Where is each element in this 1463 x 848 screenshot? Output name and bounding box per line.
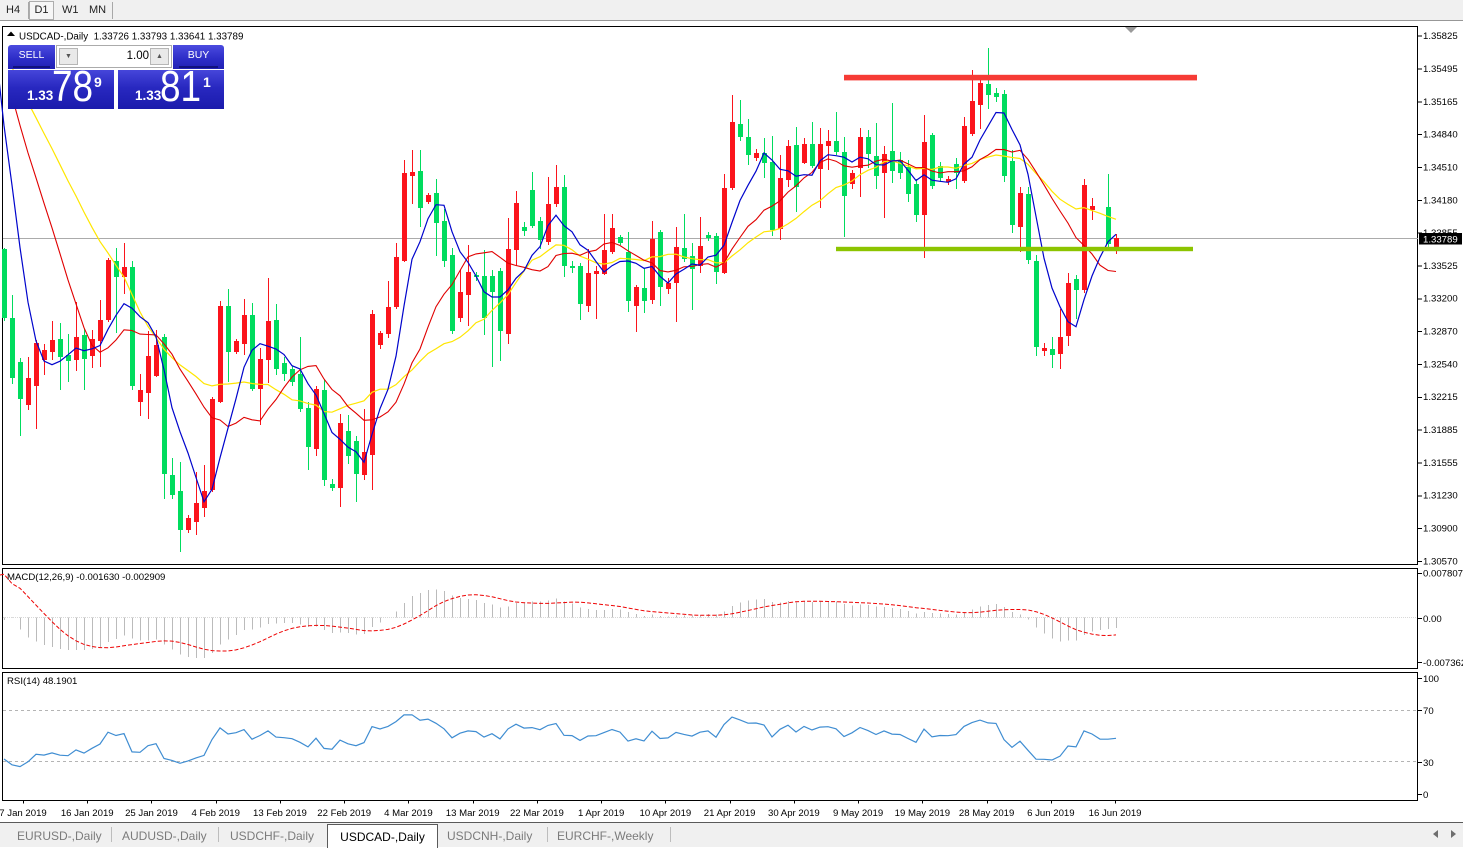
svg-text:1.30900: 1.30900 (1423, 524, 1458, 535)
svg-text:70: 70 (1423, 706, 1434, 717)
svg-text:1.31555: 1.31555 (1423, 458, 1458, 469)
svg-text:19 May 2019: 19 May 2019 (895, 808, 950, 819)
svg-text:1.34180: 1.34180 (1423, 195, 1458, 206)
svg-text:MACD(12,26,9) -0.001630 -0.002: MACD(12,26,9) -0.001630 -0.002909 (7, 572, 165, 583)
svg-text:30 Apr 2019: 30 Apr 2019 (768, 808, 820, 819)
svg-text:1 Apr 2019: 1 Apr 2019 (578, 808, 624, 819)
svg-text:16 Jan 2019: 16 Jan 2019 (61, 808, 114, 819)
svg-text:1.35165: 1.35165 (1423, 97, 1458, 108)
svg-text:1.35825: 1.35825 (1423, 31, 1458, 42)
svg-text:16 Jun 2019: 16 Jun 2019 (1089, 808, 1142, 819)
svg-text:25 Jan 2019: 25 Jan 2019 (125, 808, 178, 819)
svg-text:1.34840: 1.34840 (1423, 130, 1458, 141)
svg-text:7 Jan 2019: 7 Jan 2019 (0, 808, 47, 819)
svg-text:22 Feb 2019: 22 Feb 2019 (317, 808, 371, 819)
svg-text:4 Feb 2019: 4 Feb 2019 (191, 808, 240, 819)
svg-text:9 May 2019: 9 May 2019 (833, 808, 883, 819)
svg-text:1.32215: 1.32215 (1423, 392, 1458, 403)
svg-text:1.32540: 1.32540 (1423, 359, 1458, 370)
svg-text:6 Jun 2019: 6 Jun 2019 (1027, 808, 1074, 819)
svg-text:4 Mar 2019: 4 Mar 2019 (384, 808, 433, 819)
svg-text:1.33525: 1.33525 (1423, 261, 1458, 272)
svg-text:13 Feb 2019: 13 Feb 2019 (253, 808, 307, 819)
svg-text:1.34510: 1.34510 (1423, 162, 1458, 173)
svg-text:30: 30 (1423, 758, 1434, 769)
svg-text:1.31885: 1.31885 (1423, 425, 1458, 436)
svg-text:13 Mar 2019: 13 Mar 2019 (446, 808, 500, 819)
svg-text:1.30570: 1.30570 (1423, 556, 1458, 567)
svg-text:22 Mar 2019: 22 Mar 2019 (510, 808, 564, 819)
svg-text:USDCAD-,Daily 1.33726 1.33793: USDCAD-,Daily 1.33726 1.33793 1.33641 1.… (19, 32, 243, 43)
svg-text:1.31230: 1.31230 (1423, 491, 1458, 502)
svg-text:RSI(14) 48.1901: RSI(14) 48.1901 (7, 676, 77, 687)
svg-text:100: 100 (1423, 674, 1439, 685)
svg-text:10 Apr 2019: 10 Apr 2019 (640, 808, 692, 819)
svg-text:1.35495: 1.35495 (1423, 64, 1458, 75)
svg-text:-0.007362: -0.007362 (1423, 658, 1463, 669)
svg-text:1.33200: 1.33200 (1423, 294, 1458, 305)
svg-text:28 May 2019: 28 May 2019 (959, 808, 1014, 819)
svg-text:1.32870: 1.32870 (1423, 327, 1458, 338)
svg-text:1.33789: 1.33789 (1423, 234, 1458, 245)
svg-text:21 Apr 2019: 21 Apr 2019 (704, 808, 756, 819)
svg-text:0: 0 (1423, 790, 1428, 801)
svg-text:0.007807: 0.007807 (1423, 568, 1463, 579)
svg-text:0.00: 0.00 (1423, 614, 1442, 625)
